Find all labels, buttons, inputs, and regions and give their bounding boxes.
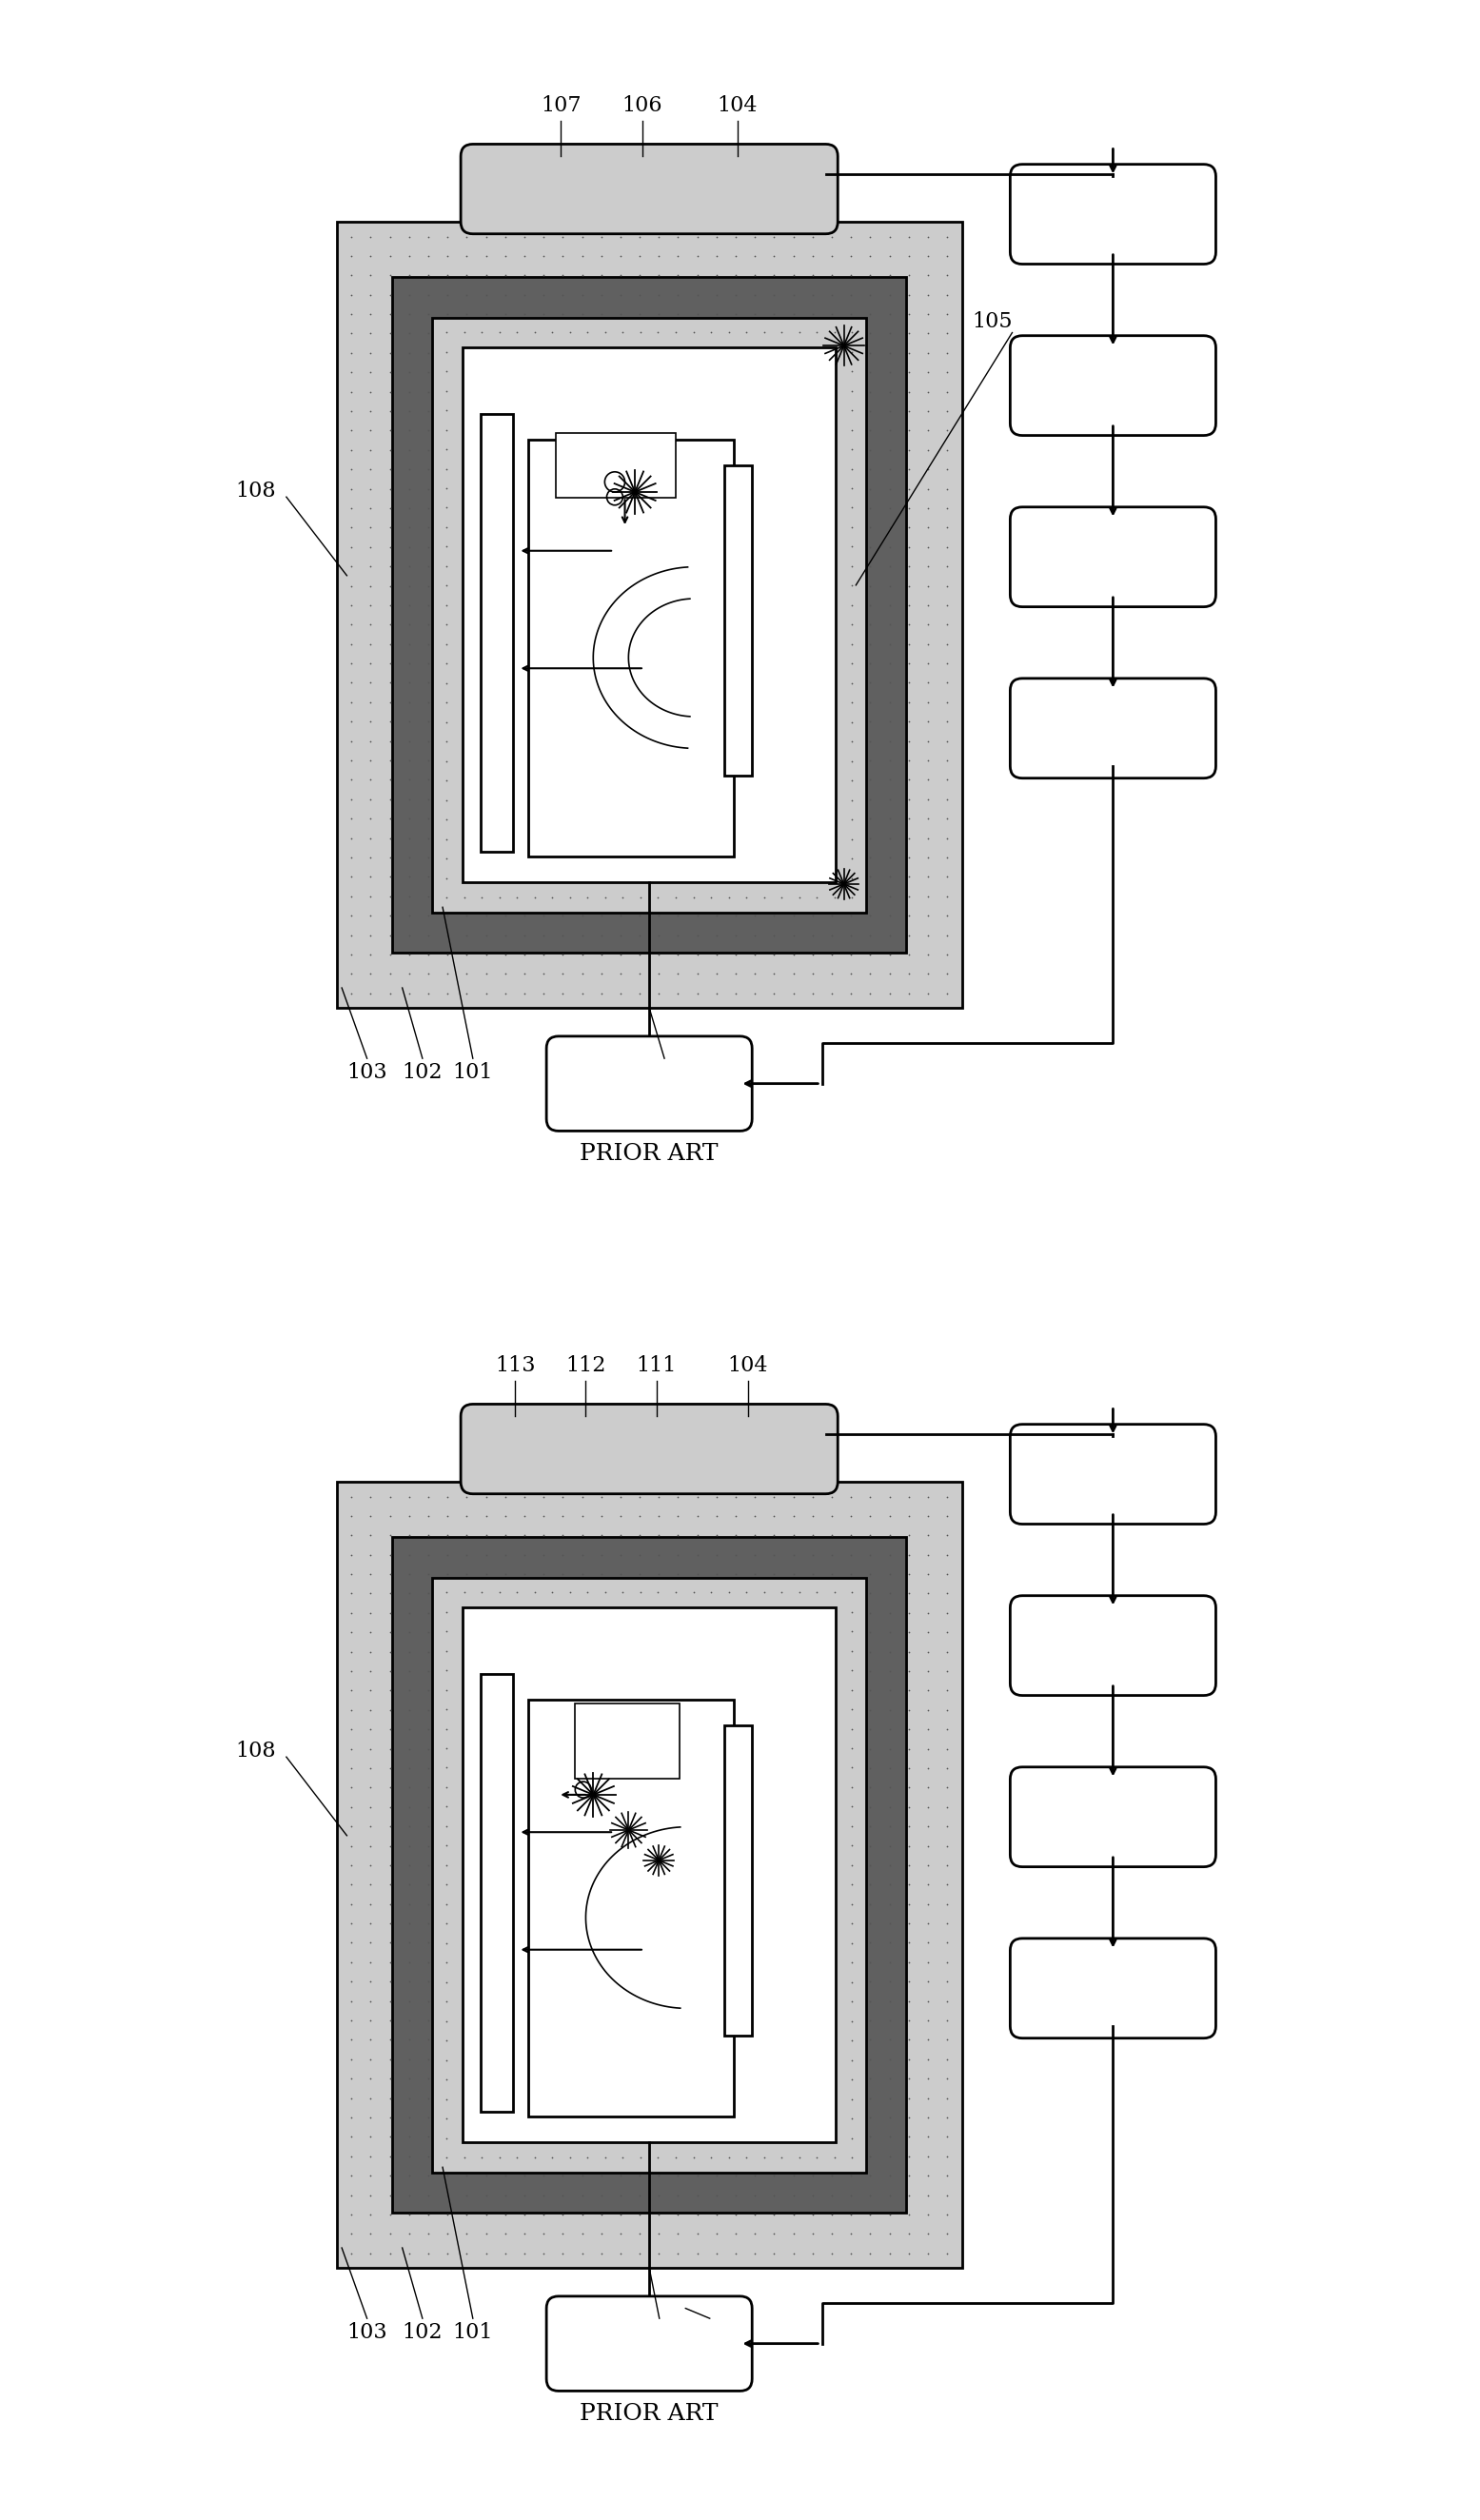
Bar: [432, 1578, 866, 2172]
Text: 112: 112: [565, 1356, 605, 1376]
FancyBboxPatch shape: [460, 1404, 838, 1494]
Text: 104: 104: [718, 96, 758, 116]
FancyBboxPatch shape: [546, 2296, 752, 2391]
Text: 103: 103: [346, 1063, 388, 1084]
FancyBboxPatch shape: [1011, 1767, 1217, 1867]
Bar: [392, 277, 906, 953]
Text: FIG. 2: FIG. 2: [591, 2354, 707, 2384]
FancyBboxPatch shape: [546, 1036, 752, 1131]
Text: 106: 106: [622, 96, 663, 116]
Bar: [463, 348, 836, 882]
Bar: [432, 318, 866, 912]
Text: PRIOR ART: PRIOR ART: [580, 2404, 718, 2424]
Text: 103: 103: [346, 2323, 388, 2344]
Bar: [528, 441, 734, 857]
Bar: [463, 1608, 836, 2142]
Bar: [556, 433, 675, 496]
Bar: [337, 1482, 962, 2268]
Bar: [481, 413, 514, 852]
Text: 102: 102: [403, 1063, 443, 1084]
Text: 109: 109: [639, 2323, 679, 2344]
Text: 101: 101: [453, 2323, 493, 2344]
Text: 113: 113: [494, 1356, 536, 1376]
Bar: [724, 1726, 752, 2036]
FancyBboxPatch shape: [1011, 1424, 1217, 1525]
FancyBboxPatch shape: [460, 144, 838, 234]
Text: FIG. 1: FIG. 1: [591, 1094, 707, 1124]
FancyBboxPatch shape: [1011, 1938, 1217, 2039]
Text: PRIOR ART: PRIOR ART: [580, 1144, 718, 1164]
Text: 108: 108: [235, 481, 277, 501]
FancyBboxPatch shape: [1011, 164, 1217, 265]
Text: 104: 104: [728, 1356, 768, 1376]
Text: 101: 101: [453, 1063, 493, 1084]
Text: 105: 105: [972, 312, 1012, 333]
Text: 108: 108: [235, 1741, 277, 1761]
Text: 111: 111: [636, 1356, 676, 1376]
FancyBboxPatch shape: [1011, 1595, 1217, 1696]
FancyBboxPatch shape: [1011, 507, 1217, 607]
Bar: [392, 1537, 906, 2213]
Bar: [724, 466, 752, 776]
Text: 107: 107: [540, 96, 582, 116]
FancyBboxPatch shape: [1011, 678, 1217, 779]
Text: 109: 109: [644, 1063, 685, 1084]
Bar: [337, 222, 962, 1008]
Text: 102: 102: [403, 2323, 443, 2344]
Bar: [528, 1701, 734, 2117]
Bar: [481, 1673, 514, 2112]
Text: 105: 105: [690, 2323, 730, 2344]
FancyBboxPatch shape: [1011, 335, 1217, 436]
Bar: [574, 1704, 679, 1779]
